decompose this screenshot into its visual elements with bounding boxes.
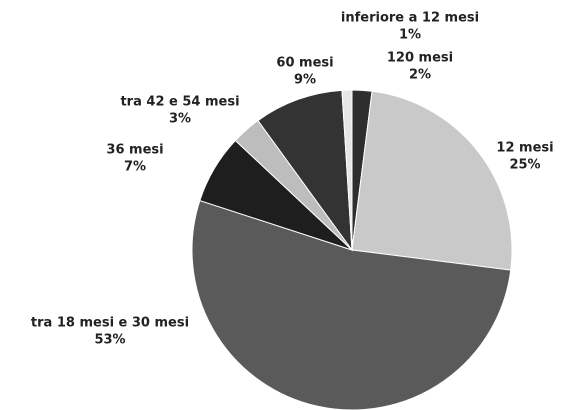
slice-value: 2% [409,68,431,83]
slice-value: 25% [509,158,540,173]
pie-slice [341,89,353,251]
slice-label: tra 42 e 54 mesi [120,95,239,110]
slice-value: 7% [124,160,146,175]
pie-slice [257,89,353,252]
pie-slice [191,199,512,410]
slice-label: 12 mesi [496,141,553,156]
slice-value: 53% [94,333,125,348]
slice-label: 60 mesi [276,56,333,71]
pie-slice [351,90,513,271]
slice-value: 9% [294,73,316,88]
slice-label: 120 mesi [387,51,453,66]
slice-label: inferiore a 12 mesi [341,11,479,26]
slice-value: 1% [399,28,421,43]
slice-value: 3% [169,112,191,127]
slice-label: tra 18 mesi e 30 mesi [31,316,189,331]
slice-label: 36 mesi [106,143,163,158]
